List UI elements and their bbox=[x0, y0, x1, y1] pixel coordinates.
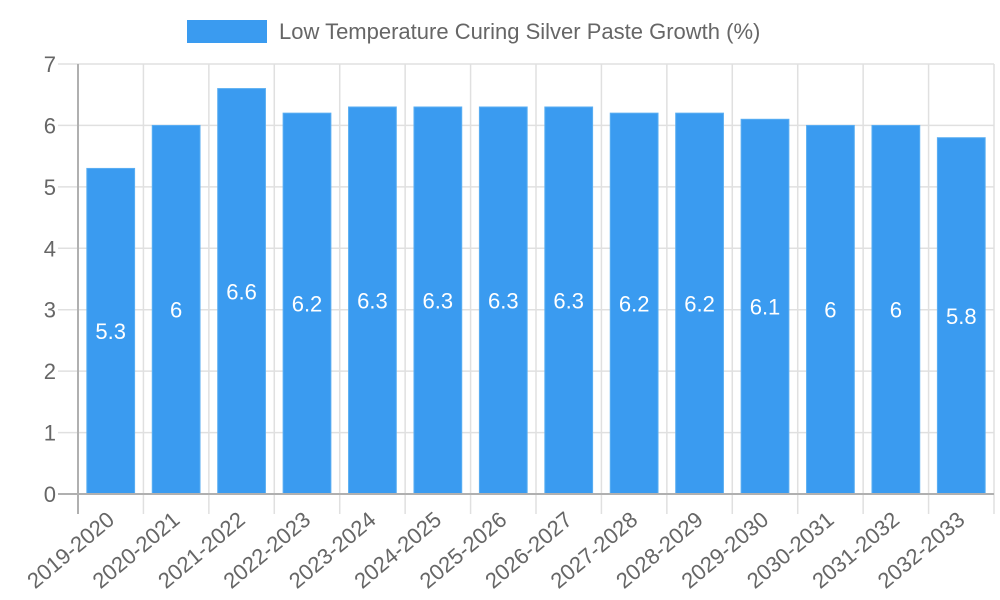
bar-value-label: 6.1 bbox=[750, 295, 781, 320]
y-tick-label: 7 bbox=[44, 52, 56, 77]
bar[interactable] bbox=[151, 124, 201, 495]
bars bbox=[86, 88, 986, 495]
bar-value-label: 6.2 bbox=[684, 292, 715, 317]
bar[interactable] bbox=[609, 112, 659, 495]
legend-label: Low Temperature Curing Silver Paste Grow… bbox=[279, 19, 760, 44]
bar-value-label: 6 bbox=[824, 298, 836, 323]
bar-value-label: 5.3 bbox=[95, 319, 126, 344]
bar-value-label: 6 bbox=[170, 298, 182, 323]
y-axis-ticks: 0 1 2 3 4 5 6 7 bbox=[44, 52, 56, 507]
y-tick-label: 5 bbox=[44, 175, 56, 200]
y-tick-label: 3 bbox=[44, 298, 56, 323]
bar[interactable] bbox=[871, 124, 921, 495]
y-tick-label: 0 bbox=[44, 482, 56, 507]
bar-value-label: 6.2 bbox=[619, 292, 650, 317]
bar[interactable] bbox=[86, 167, 136, 495]
bar-value-label: 6 bbox=[890, 298, 902, 323]
legend-swatch bbox=[187, 20, 267, 43]
bar[interactable] bbox=[478, 106, 528, 495]
bar[interactable] bbox=[544, 106, 594, 495]
y-tick-label: 4 bbox=[44, 236, 56, 261]
bar[interactable] bbox=[740, 118, 790, 495]
bar-value-label: 6.3 bbox=[553, 289, 584, 314]
axes bbox=[58, 64, 994, 514]
bar-value-label: 6.6 bbox=[226, 279, 257, 304]
legend[interactable]: Low Temperature Curing Silver Paste Grow… bbox=[187, 19, 760, 44]
bar[interactable] bbox=[348, 106, 397, 495]
bar-value-label: 6.2 bbox=[292, 292, 323, 317]
bar-value-label: 5.8 bbox=[946, 304, 977, 329]
bar[interactable] bbox=[217, 88, 266, 495]
bar[interactable] bbox=[806, 124, 855, 495]
data-labels: 5.3 6 6.6 6.2 6.3 6.3 6.3 6.3 6.2 6.2 6.1 6 6 5.8 bbox=[95, 279, 976, 344]
y-tick-label: 1 bbox=[44, 421, 56, 446]
y-tick-label: 6 bbox=[44, 113, 56, 138]
bar-value-label: 6.3 bbox=[488, 289, 519, 314]
bar[interactable] bbox=[675, 112, 724, 495]
bar[interactable] bbox=[936, 137, 986, 495]
bar-value-label: 6.3 bbox=[357, 289, 388, 314]
y-tick-label: 2 bbox=[44, 359, 56, 384]
x-axis-ticks: 2019-20202020-20212021-20222022-20232023… bbox=[22, 507, 969, 594]
bar-value-label: 6.3 bbox=[423, 289, 454, 314]
bar[interactable] bbox=[413, 106, 463, 495]
